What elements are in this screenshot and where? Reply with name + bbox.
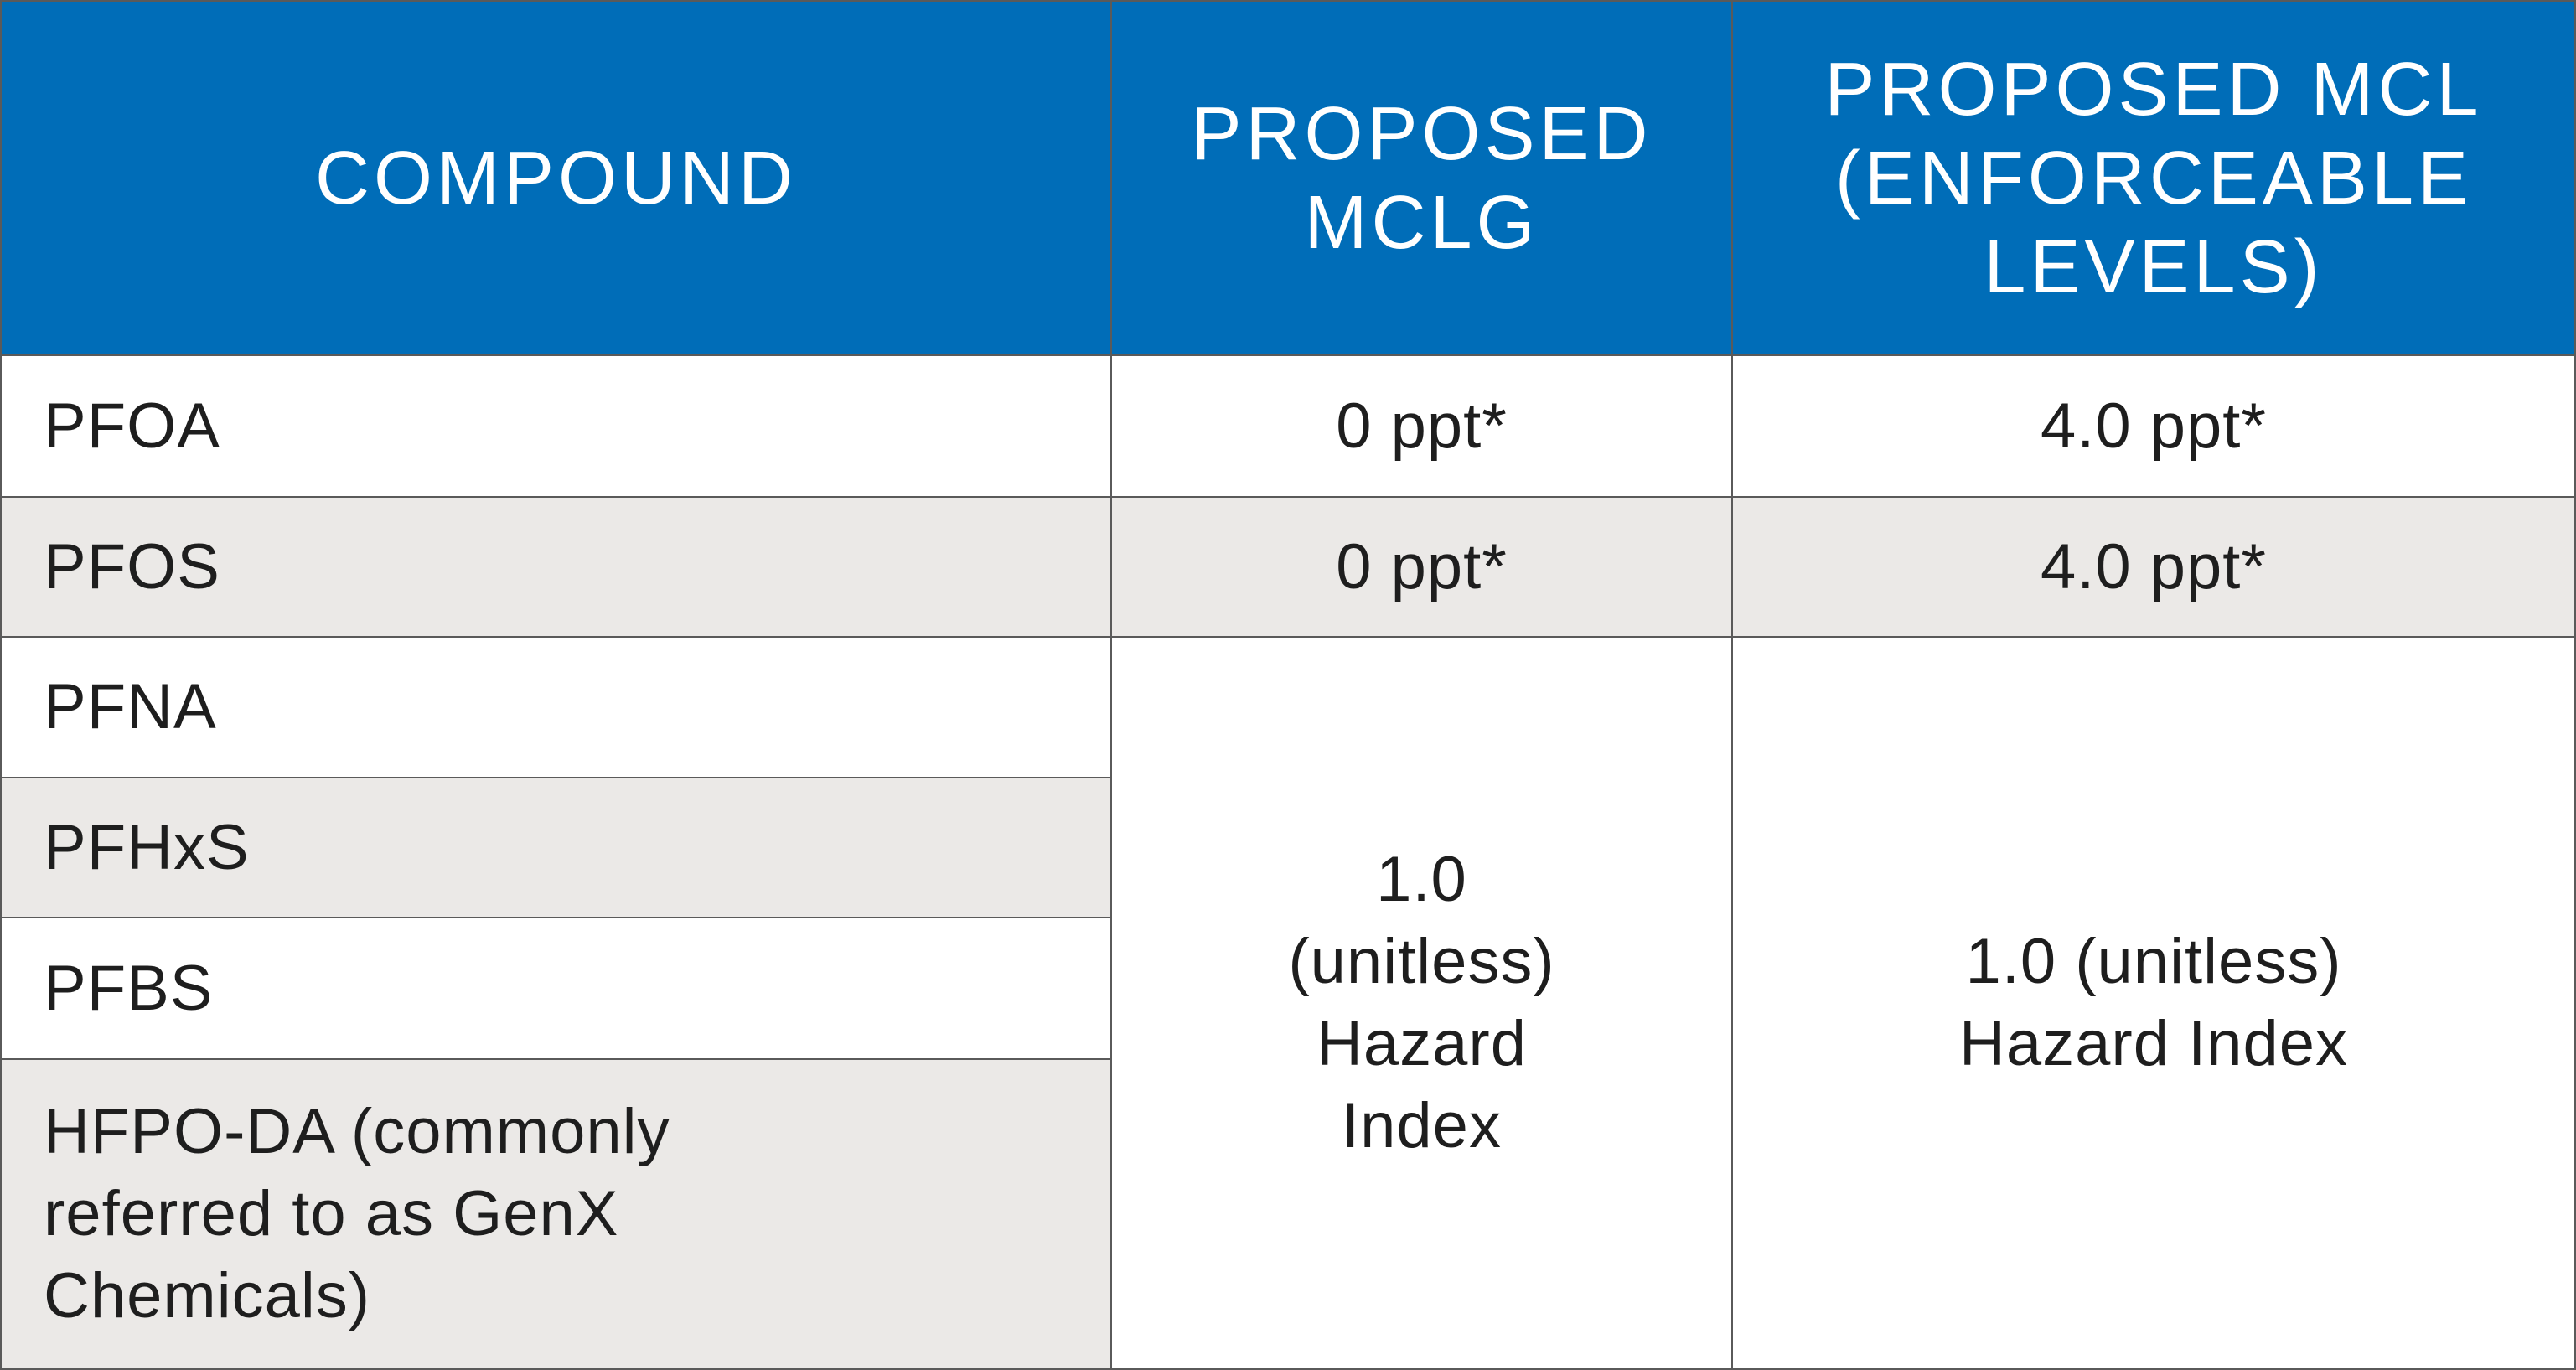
header-cell: PROPOSED MCLG <box>1110 0 1733 356</box>
cell-text: PFOA <box>44 390 220 462</box>
compound-cell: PFNA <box>0 636 1112 778</box>
compound-cell: PFOS <box>0 496 1112 638</box>
compound-cell: PFHxS <box>0 777 1112 918</box>
cell-text: PFOS <box>44 530 220 602</box>
mcl-cell: 4.0 ppt* <box>1731 496 2576 638</box>
cell-text: PFNA <box>44 671 217 742</box>
header-cell: COMPOUND <box>0 0 1112 356</box>
mclg-cell: 0 ppt* <box>1110 496 1733 638</box>
cell-text: PFBS <box>44 952 214 1024</box>
mcl-cell: 4.0 ppt* <box>1731 354 2576 498</box>
header-text: PROPOSED MCL (ENFORCEABLE LEVELS) <box>1824 47 2483 309</box>
cell-text: 4.0 ppt* <box>2041 530 2267 602</box>
compound-cell: PFBS <box>0 917 1112 1060</box>
cell-text: HFPO-DA (commonly referred to as GenX Ch… <box>44 1096 670 1331</box>
cell-text: 4.0 ppt* <box>2041 390 2267 462</box>
mclg-merged-cell: 1.0 (unitless) Hazard Index <box>1110 636 1733 1370</box>
cell-text: 0 ppt* <box>1336 390 1508 462</box>
compound-cell: PFOA <box>0 354 1112 498</box>
cell-text: 1.0 (unitless) Hazard Index <box>1288 844 1555 1161</box>
compound-cell: HFPO-DA (commonly referred to as GenX Ch… <box>0 1058 1112 1370</box>
header-text: PROPOSED MCLG <box>1191 91 1653 265</box>
header-text: COMPOUND <box>315 136 797 220</box>
mclg-cell: 0 ppt* <box>1110 354 1733 498</box>
cell-text: 0 ppt* <box>1336 530 1508 602</box>
cell-text: PFHxS <box>44 811 250 883</box>
mcl-merged-cell: 1.0 (unitless) Hazard Index <box>1731 636 2576 1370</box>
header-cell: PROPOSED MCL (ENFORCEABLE LEVELS) <box>1731 0 2576 356</box>
cell-text: 1.0 (unitless) Hazard Index <box>1958 926 2349 1079</box>
